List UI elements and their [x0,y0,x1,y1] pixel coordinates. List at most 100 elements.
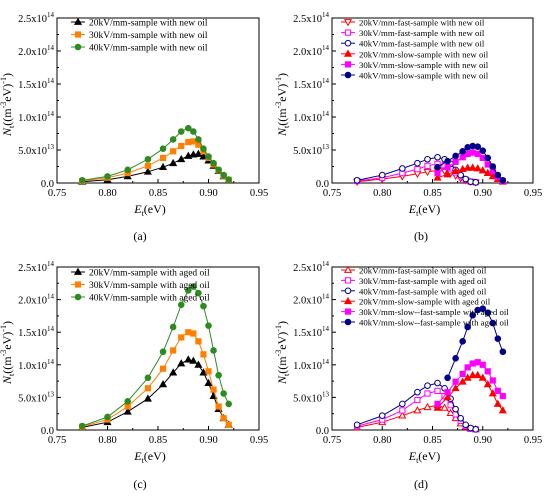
data-point [423,402,432,411]
data-point [353,421,361,429]
series-3 [78,283,232,430]
x-axis-label-part: E [133,202,142,216]
y-tick-exponent: 14 [322,325,330,333]
data-point [494,387,501,394]
legend-item: 30kV/mm-fast-sample with new oil [341,28,485,38]
y-axis-label-part: ) [0,321,14,325]
data-point [472,179,480,186]
x-tick-label: 0.95 [524,435,542,446]
x-tick-label: 0.75 [323,435,341,446]
x-tick-label: 0.95 [250,188,268,199]
x-axis-label-part: E [408,202,417,216]
data-point [452,378,459,385]
y-tick-exponent: 13 [322,390,330,398]
data-point [78,177,86,184]
y-tick-exponent: 14 [47,293,55,301]
y-tick-label: 2.0x1014 [18,44,54,58]
panel-label: (d) [414,477,428,491]
data-point [144,385,152,392]
y-tick-exponent: 14 [322,11,330,19]
x-tick-label: 0.90 [199,435,217,446]
series-4 [433,370,507,414]
y-axis-label-part: ((m [0,108,14,126]
y-axis-label-part: N [275,375,289,385]
x-tick-label: 0.80 [373,188,391,199]
data-point [499,348,507,356]
y-axis-label-part: eV) [0,332,14,350]
data-point [468,370,477,379]
x-tick-label: 0.85 [149,435,167,446]
data-point [104,173,111,180]
data-point [124,166,131,174]
data-point [484,154,492,162]
legend-label: 20kV/mm-slow-sample with new oil [359,49,489,59]
y-tick-label: 5.0x1013 [293,390,329,404]
x-axis-label-part: t [416,209,419,218]
data-point [414,159,421,167]
panel-label: (b) [414,229,428,243]
legend-marker [344,61,352,68]
y-axis-label: Nt((m-3eV)-1) [274,321,291,385]
y-axis-label-part: -3 [274,102,283,109]
data-point [190,330,197,337]
y-tick-label: 0.0 [41,426,54,437]
y-tick-exponent: 14 [322,293,330,301]
legend-label: 40kV/mm-slow--fast-sample with aged oil [359,318,509,328]
data-point [143,167,152,175]
x-tick-label: 0.75 [323,188,341,199]
y-axis-label-part: t [282,125,291,128]
data-point [434,379,441,387]
x-axis-label: Et(eV) [408,449,441,465]
y-tick-label: 1.5x1014 [18,77,54,91]
legend-label: 30kV/mm-fast-sample with new oil [359,28,485,38]
data-point [424,390,431,397]
data-point [220,415,227,422]
y-tick-exponent: 14 [47,358,55,366]
data-point [215,403,222,410]
legend-label: 30kV/mm-sample with new oil [89,31,208,41]
legend-label: 40kV/mm-fast-sample with aged oil [359,286,487,296]
data-point [169,323,177,331]
chart-panel-2: 0.75 0.80 0.85 0.90 0.950.05.0x10131.0x10141… [274,11,542,243]
series-line [82,285,230,427]
data-point [225,421,232,428]
y-tick-label: 0.0 [316,179,329,190]
data-point [469,149,476,156]
data-point [424,162,431,169]
legend-item: 20kV/mm-fast-sample with new oil [341,18,485,28]
data-point [434,163,441,171]
x-axis-label: Et(eV) [133,202,166,218]
data-point [178,334,185,341]
x-tick-label: 0.80 [98,188,116,199]
data-point [225,176,232,183]
data-point [444,164,451,171]
data-point [493,399,502,407]
legend-marker [343,296,353,305]
data-point [199,368,208,376]
legend-item: 40kV/mm-fast-sample with aged oil [341,286,487,296]
data-point [434,170,441,177]
data-point [144,155,152,163]
data-point [199,152,208,160]
data-point [444,374,451,382]
legend-label: 30kV/mm-sample with aged oil [89,281,210,291]
data-point [104,413,111,421]
series-6 [444,305,507,382]
y-tick-label: 5.0x1013 [18,390,54,404]
legend-item: 20kV/mm-fast-sample with aged oil [341,266,487,276]
data-point [473,164,482,172]
y-tick-label: 2.5x1014 [18,260,54,274]
data-point [464,150,471,158]
data-point [124,403,131,410]
legend-marker [344,39,352,47]
data-point [479,305,487,313]
y-tick-label: 0.0 [316,426,329,437]
data-point [159,154,167,162]
data-point [414,166,421,173]
data-point [220,171,227,179]
data-point [177,359,186,367]
chart-panel-1: 0.75 0.80 0.85 0.90 0.950.05.0x10131.0x10141… [0,11,268,243]
data-point [190,128,197,135]
data-point [200,351,207,358]
y-axis-label-part: eV) [275,332,289,350]
